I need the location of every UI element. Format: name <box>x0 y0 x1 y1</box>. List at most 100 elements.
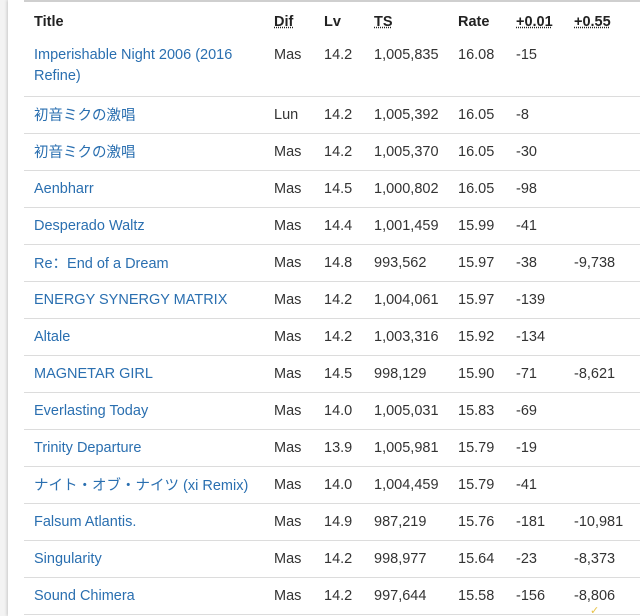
song-title-link[interactable]: Singularity <box>34 550 102 567</box>
table-row: Altale Mas 14.2 1,003,316 15.92 -134 <box>24 318 640 355</box>
level-cell: 14.2 <box>324 291 353 308</box>
difficulty-cell: Mas <box>274 439 302 456</box>
song-title-cell: MAGNETAR GIRL <box>24 355 264 392</box>
difficulty-cell: Mas <box>274 217 302 234</box>
scores-table-footer-header: Title Dif Lv TS Rate +0.01 +0.55 <box>24 1 640 41</box>
song-title-link[interactable]: MAGNETAR GIRL <box>34 365 153 382</box>
table-row: Aenbharr Mas 14.5 1,000,802 16.05 -98 <box>24 170 640 207</box>
song-title-cell: Desperado Waltz <box>24 207 264 244</box>
song-title-cell: Altale <box>24 318 264 355</box>
rate-cell: 16.05 <box>458 106 495 123</box>
song-title-link[interactable]: ナイト・オブ・ナイツ (xi Remix) <box>34 478 249 494</box>
level-cell: 14.5 <box>324 365 353 382</box>
column-header-dif[interactable]: Dif <box>274 13 294 30</box>
rate-cell: 15.92 <box>458 328 495 345</box>
rate-cell: 15.90 <box>458 365 495 382</box>
column-header-plus-001[interactable]: +0.01 <box>516 13 553 30</box>
plus-055-cell: -8,621 <box>574 365 616 382</box>
score-cell: 1,005,031 <box>374 402 439 419</box>
rate-cell: 15.97 <box>458 254 495 271</box>
song-title-cell: Aenbharr <box>24 170 264 207</box>
song-title-cell: Trinity Departure <box>24 429 264 466</box>
plus-001-cell: -98 <box>516 180 537 197</box>
level-cell: 14.2 <box>324 47 353 63</box>
song-title-link[interactable]: Re：End of a Dream <box>34 256 169 272</box>
song-title-cell: Falsum Atlantis. <box>24 503 264 540</box>
plus-001-cell: -19 <box>516 439 537 456</box>
score-cell: 1,005,392 <box>374 106 439 123</box>
song-title-link[interactable]: 初音ミクの激唱 <box>34 145 136 161</box>
plus-055-cell: -8,806 <box>574 587 616 604</box>
score-cell: 993,562 <box>374 254 427 271</box>
song-title-cell: ナイト・オブ・ナイツ (xi Remix) <box>24 466 264 503</box>
rate-cell: 15.76 <box>458 513 495 530</box>
rate-cell: 16.05 <box>458 180 495 197</box>
difficulty-cell: Mas <box>274 291 302 308</box>
level-cell: 14.2 <box>324 143 353 160</box>
difficulty-cell: Mas <box>274 47 302 63</box>
rate-cell: 16.05 <box>458 143 495 160</box>
song-title-link[interactable]: Everlasting Today <box>34 402 149 419</box>
song-title-link[interactable]: 初音ミクの激唱 <box>34 108 136 124</box>
column-header-title: Title <box>34 13 64 30</box>
plus-001-cell: -156 <box>516 587 546 604</box>
table-row: MAGNETAR GIRL Mas 14.5 998,129 15.90 -71 -8,62… <box>24 355 640 392</box>
plus-055-cell <box>564 429 640 466</box>
table-row: Imperishable Night 2006 (2016 Refine) Mas… <box>24 41 640 96</box>
plus-055-cell: -8,373 <box>574 550 616 567</box>
song-title-link[interactable]: Sound Chimera <box>34 587 135 604</box>
plus-001-cell: -30 <box>516 143 537 160</box>
score-cell: 997,644 <box>374 587 427 604</box>
scores-table: Imperishable Night 2006 (2016 Refine) Mas… <box>24 0 640 615</box>
table-row: Sound Chimera Mas 14.2 997,644 15.58 -156 -8,8… <box>24 577 640 614</box>
song-title-link[interactable]: Trinity Departure <box>34 439 142 456</box>
plus-055-cell <box>564 466 640 503</box>
score-cell: 1,005,981 <box>374 439 439 456</box>
rate-cell: 15.64 <box>458 550 495 567</box>
score-cell: 1,001,459 <box>374 217 439 234</box>
column-header-plus-055[interactable]: +0.55 <box>574 13 611 30</box>
song-title-cell: Imperishable Night 2006 (2016 Refine) <box>24 41 264 96</box>
song-title-link[interactable]: Aenbharr <box>34 180 94 197</box>
level-cell: 14.5 <box>324 180 353 197</box>
column-header-ts[interactable]: TS <box>374 13 393 30</box>
difficulty-cell: Mas <box>274 513 302 530</box>
level-cell: 14.2 <box>324 550 353 567</box>
song-title-link[interactable]: Desperado Waltz <box>34 217 145 234</box>
song-title-link[interactable]: Falsum Atlantis. <box>34 513 137 530</box>
plus-055-cell: -10,981 <box>574 513 624 530</box>
scores-table-body: Imperishable Night 2006 (2016 Refine) Mas… <box>24 41 640 614</box>
plus-001-cell: -38 <box>516 254 537 271</box>
plus-001-cell: -134 <box>516 328 546 345</box>
score-cell: 998,977 <box>374 550 427 567</box>
level-cell: 14.0 <box>324 476 353 493</box>
rate-cell: 15.58 <box>458 587 495 604</box>
difficulty-cell: Mas <box>274 587 302 604</box>
plus-055-cell <box>564 392 640 429</box>
song-title-link[interactable]: Imperishable Night 2006 (2016 Refine) <box>34 47 233 84</box>
rate-cell: 15.83 <box>458 402 495 419</box>
level-cell: 14.0 <box>324 402 353 419</box>
plus-001-cell: -181 <box>516 513 546 530</box>
table-row: Desperado Waltz Mas 14.4 1,001,459 15.99 -41 <box>24 207 640 244</box>
song-title-link[interactable]: ENERGY SYNERGY MATRIX <box>34 291 228 308</box>
table-row: ナイト・オブ・ナイツ (xi Remix) Mas 14.0 1,004,459 15.… <box>24 466 640 503</box>
plus-055-cell: -9,738 <box>574 254 616 271</box>
level-cell: 13.9 <box>324 439 353 456</box>
scores-card: Imperishable Night 2006 (2016 Refine) Mas… <box>8 0 640 616</box>
table-row: Falsum Atlantis. Mas 14.9 987,219 15.76 -181 -… <box>24 503 640 540</box>
rate-cell: 15.79 <box>458 439 495 456</box>
plus-001-cell: -8 <box>516 106 529 123</box>
plus-055-cell <box>564 170 640 207</box>
plus-001-cell: -41 <box>516 476 537 493</box>
difficulty-cell: Lun <box>274 106 299 123</box>
song-title-link[interactable]: Altale <box>34 328 71 345</box>
level-cell: 14.2 <box>324 106 353 123</box>
score-cell: 998,129 <box>374 365 427 382</box>
column-header-rate: Rate <box>458 13 490 30</box>
level-cell: 14.9 <box>324 513 353 530</box>
rate-cell: 16.08 <box>458 47 495 63</box>
difficulty-cell: Mas <box>274 476 302 493</box>
difficulty-cell: Mas <box>274 143 302 160</box>
plus-001-cell: -71 <box>516 365 537 382</box>
